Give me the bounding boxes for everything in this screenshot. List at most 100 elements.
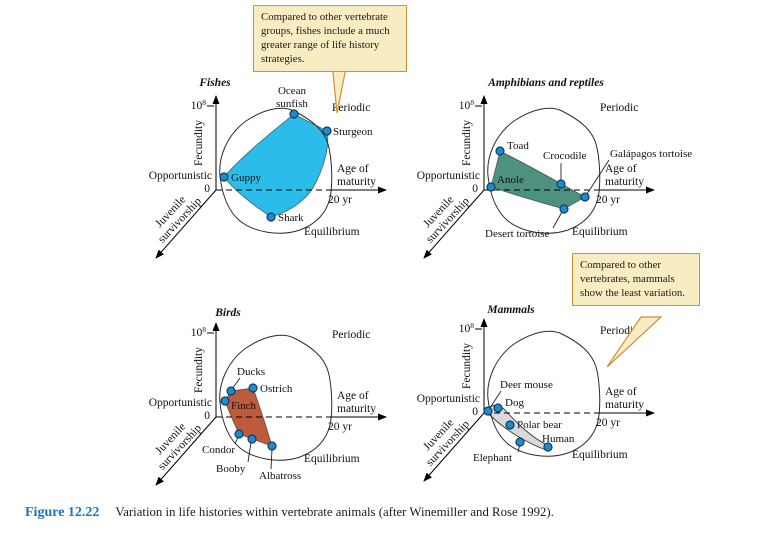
birds-fecundity-label: Fecundity	[193, 347, 205, 393]
amphibians-reptiles-point-crocodile	[556, 179, 566, 189]
amphibians-reptiles-fecundity-tick-label: 108	[459, 98, 475, 112]
mammals-label-dog: Dog	[505, 397, 524, 409]
mammals-age-label-2: maturity	[605, 399, 644, 411]
callout-fishes-note-text: Compared to other vertebrate groups, fis…	[261, 11, 390, 66]
amphibians-reptiles-label-crocodile: Crocodile	[543, 150, 586, 162]
mammals-point-elephant	[515, 437, 525, 447]
mammals-zero-label: 0	[472, 406, 478, 418]
fishes-fecundity-label: Fecundity	[193, 120, 205, 166]
fishes-age-tick-label: 20 yr	[328, 194, 352, 206]
fishes-label-sturgeon: Sturgeon	[333, 126, 373, 138]
mammals-point-deer-mouse	[483, 406, 493, 416]
birds-opportunistic-label: Opportunistic	[149, 397, 212, 409]
mammals-point-polar-bear	[505, 420, 515, 430]
mammals-survivorship-label: Juvenilesurvivorship	[415, 410, 472, 469]
fishes-point-ocean-sunfish	[289, 109, 299, 119]
fishes-equilibrium-label: Equilibrium	[304, 226, 360, 238]
birds-title: Birds	[214, 307, 241, 319]
amphibians-reptiles-equilibrium-label: Equilibrium	[572, 226, 628, 238]
birds-point-ducks	[226, 386, 236, 396]
amphibians-reptiles-point-anole	[486, 182, 496, 192]
mammals-note-tail	[606, 316, 663, 368]
amphibians-reptiles-point-gal-pagos-tortoise	[580, 192, 590, 202]
panel-amphibians-reptiles: Amphibians and reptiles Fecundity 108 0 Age …	[415, 77, 692, 259]
fishes-envelope	[219, 107, 333, 234]
birds-point-ostrich	[248, 383, 258, 393]
amphibians-reptiles-title: Amphibians and reptiles	[487, 77, 604, 89]
amphibians-reptiles-age-label-1: Age of	[605, 163, 637, 175]
amphibians-reptiles-age-label-2: maturity	[605, 176, 644, 188]
amphibians-reptiles-point-toad	[495, 146, 505, 156]
fishes-label-shark: Shark	[278, 212, 304, 224]
birds-periodic-label: Periodic	[332, 329, 370, 341]
fishes-zero-label: 0	[204, 183, 210, 195]
fishes-survivorship-axis	[155, 189, 217, 259]
birds-label-ducks: Ducks	[237, 366, 265, 378]
mammals-envelope	[487, 330, 601, 457]
birds-label-booby: Booby	[216, 463, 246, 475]
mammals-title: Mammals	[486, 304, 535, 316]
callout-mammals-note-text: Compared to other vertebrates, mammals s…	[580, 259, 685, 300]
mammals-label-polar-bear: Polar bear	[517, 419, 562, 431]
amphibians-reptiles-age-tick-label: 20 yr	[596, 194, 620, 206]
birds-point-albatross	[267, 441, 277, 451]
birds-age-label-2: maturity	[337, 403, 376, 415]
fishes-point-sturgeon	[322, 126, 332, 136]
fishes-periodic-label: Periodic	[332, 102, 370, 114]
mammals-equilibrium-label: Equilibrium	[572, 449, 628, 461]
fishes-point-guppy	[219, 172, 229, 182]
birds-survivorship-axis	[155, 416, 217, 486]
callout-mammals-note: Compared to other vertebrates, mammals s…	[572, 253, 700, 307]
birds-envelope	[219, 334, 333, 461]
amphibians-reptiles-region	[490, 150, 586, 210]
birds-age-tick-label: 20 yr	[328, 421, 352, 433]
figure-caption-label: Figure 12.22	[25, 505, 100, 520]
birds-equilibrium-label: Equilibrium	[304, 453, 360, 465]
birds-point-condor	[234, 429, 244, 439]
mammals-opportunistic-label: Opportunistic	[417, 393, 480, 405]
mammals-fecundity-label: Fecundity	[461, 343, 473, 389]
birds-leader-albatross	[270, 448, 273, 470]
callout-fishes-note: Compared to other vertebrate groups, fis…	[253, 5, 407, 73]
birds-label-condor: Condor	[202, 444, 235, 456]
mammals-age-tick-label: 20 yr	[596, 417, 620, 429]
mammals-fecundity-tick-label: 108	[459, 321, 475, 335]
fishes-age-label-2: maturity	[337, 176, 376, 188]
amphibians-reptiles-survivorship-axis	[423, 189, 485, 259]
amphibians-reptiles-survivorship-label: Juvenilesurvivorship	[415, 187, 472, 246]
mammals-survivorship-axis	[423, 412, 485, 482]
birds-leader-booby	[247, 441, 252, 463]
amphibians-reptiles-zero-label: 0	[472, 183, 478, 195]
amphibians-reptiles-periodic-label: Periodic	[600, 102, 638, 114]
amphibians-reptiles-label-anole: Anole	[497, 174, 524, 186]
fishes-title: Fishes	[198, 77, 231, 89]
fishes-survivorship-label: Juvenilesurvivorship	[147, 187, 204, 246]
figure-caption: Figure 12.22 Variation in life histories …	[25, 503, 755, 521]
mammals-point-human	[543, 442, 553, 452]
birds-zero-label: 0	[204, 410, 210, 422]
mammals-label-human: Human	[542, 433, 575, 445]
birds-fecundity-tick-label: 108	[191, 325, 207, 339]
amphibians-reptiles-opportunistic-label: Opportunistic	[417, 170, 480, 182]
fishes-point-shark	[266, 212, 276, 222]
birds-survivorship-label: Juvenilesurvivorship	[147, 414, 204, 473]
fishes-label-ocean-sunfish-1: Ocean	[278, 85, 307, 97]
amphibians-reptiles-point-desert-tortoise	[559, 204, 569, 214]
amphibians-reptiles-label-gal-pagos-tortoise: Galápagos tortoise	[610, 148, 692, 160]
amphibians-reptiles-leader-desert-tortoise	[552, 211, 563, 229]
amphibians-reptiles-envelope	[487, 107, 601, 234]
birds-point-finch	[220, 396, 230, 406]
amphibians-reptiles-fecundity-label: Fecundity	[461, 120, 473, 166]
mammals-leader-deer-mouse	[489, 390, 502, 409]
mammals-label-elephant: Elephant	[473, 452, 512, 464]
birds-point-booby	[247, 434, 257, 444]
mammals-label-deer-mouse: Deer mouse	[500, 379, 553, 391]
figure-caption-text: Variation in life histories within verte…	[115, 505, 554, 519]
fishes-label-ocean-sunfish-2: sunfish	[276, 98, 308, 110]
mammals-age-label-1: Age of	[605, 386, 637, 398]
birds-label-albatross: Albatross	[259, 470, 301, 482]
